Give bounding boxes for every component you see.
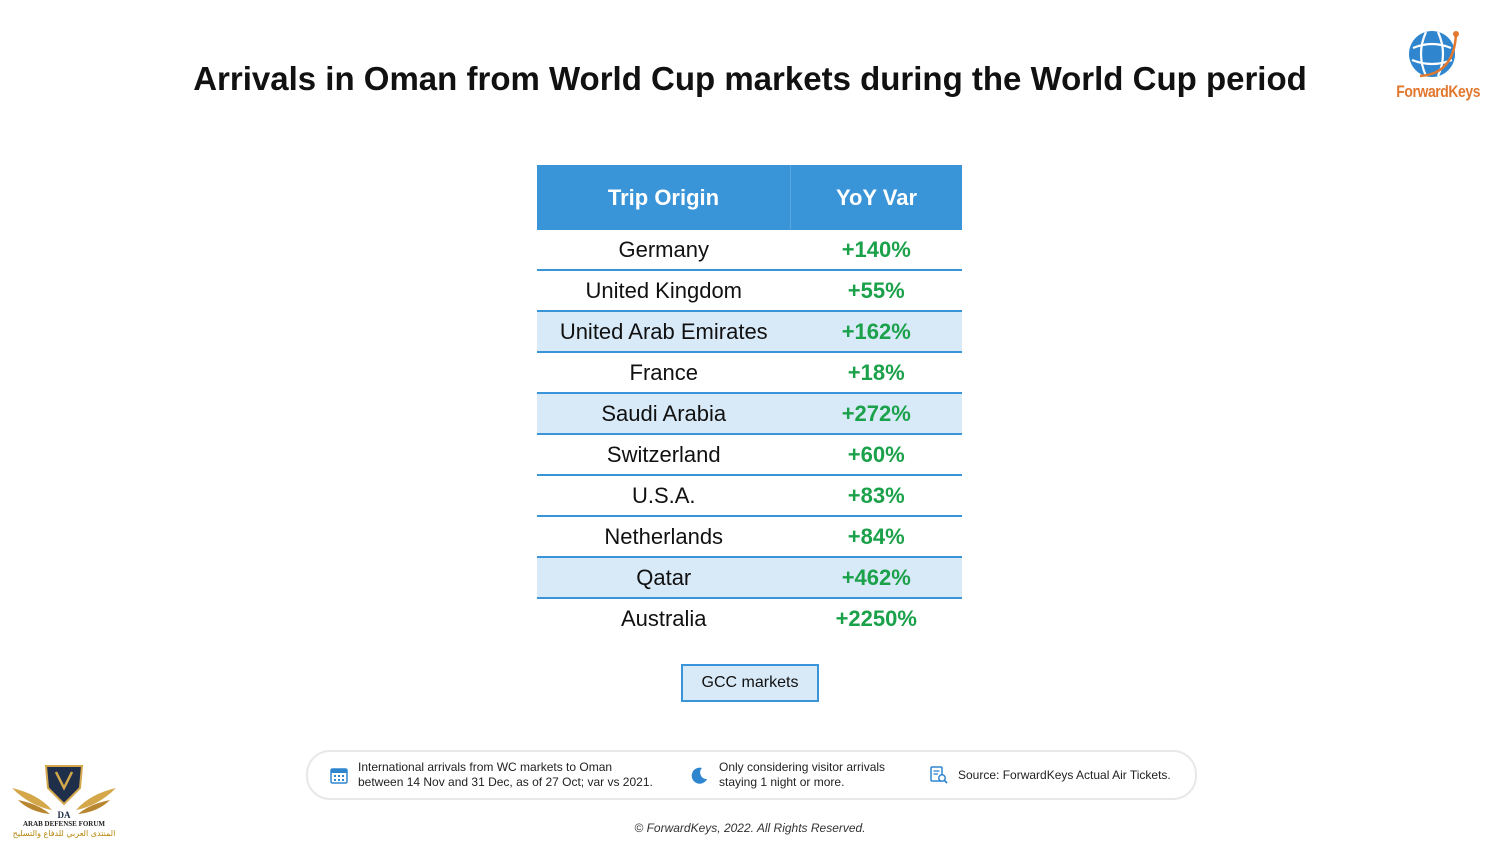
emblem-icon: DA bbox=[12, 765, 116, 820]
column-header-yoy: YoY Var bbox=[790, 165, 962, 230]
origin-cell: Netherlands bbox=[537, 516, 791, 558]
yoy-cell: +55% bbox=[790, 270, 962, 312]
note-source: Source: ForwardKeys Actual Air Tickets. bbox=[930, 752, 1171, 798]
origin-cell: United Arab Emirates bbox=[537, 311, 791, 353]
origin-cell: Qatar bbox=[537, 557, 791, 599]
table-row: United Arab Emirates +162% bbox=[537, 311, 962, 353]
yoy-cell: +2250% bbox=[835, 605, 917, 631]
table-row: Saudi Arabia +272% bbox=[537, 393, 962, 435]
column-header-origin: Trip Origin bbox=[537, 165, 791, 230]
origin-cell: U.S.A. bbox=[537, 475, 791, 517]
footer-notes: International arrivals from WC markets t… bbox=[306, 750, 1197, 800]
emblem-monogram: DA bbox=[58, 810, 71, 820]
note-stay: Only considering visitor arrivals stayin… bbox=[691, 752, 885, 798]
globe-icon bbox=[1409, 31, 1459, 78]
origin-cell: Germany bbox=[537, 230, 791, 271]
table-row: Qatar +462% bbox=[537, 557, 962, 599]
yoy-cell: +272% bbox=[790, 393, 962, 435]
note-source-text: Source: ForwardKeys Actual Air Tickets. bbox=[958, 767, 1171, 782]
yoy-cell: +140% bbox=[790, 230, 962, 271]
gcc-legend: GCC markets bbox=[681, 664, 819, 702]
note-stay-line2: staying 1 night or more. bbox=[719, 775, 845, 789]
watermark-title: ARAB DEFENSE FORUM bbox=[22, 820, 106, 828]
arrivals-table: Trip Origin YoY Var Germany +140% United K… bbox=[537, 165, 962, 638]
brand-name: ForwardKeys bbox=[1396, 82, 1481, 101]
table-row: Australia +2250% bbox=[537, 598, 962, 638]
origin-cell: Saudi Arabia bbox=[537, 393, 791, 435]
note-period-line1: International arrivals from WC markets t… bbox=[358, 760, 613, 774]
origin-cell: France bbox=[537, 352, 791, 394]
yoy-cell: +84% bbox=[790, 516, 962, 558]
yoy-cell: +18% bbox=[790, 352, 962, 394]
document-search-icon bbox=[930, 766, 948, 784]
watermark-logo: DA ARAB DEFENSE FORUM المنتدى العربي للد… bbox=[8, 758, 120, 842]
table-row: United Kingdom +55% bbox=[537, 270, 962, 312]
copyright: © ForwardKeys, 2022. All Rights Reserved… bbox=[634, 821, 866, 835]
yoy-cell: +83% bbox=[790, 475, 962, 517]
table-row: Germany +140% bbox=[537, 230, 962, 271]
table-row: Switzerland +60% bbox=[537, 434, 962, 476]
note-period-line2: between 14 Nov and 31 Dec, as of 27 Oct;… bbox=[358, 775, 653, 789]
origin-cell: United Kingdom bbox=[537, 270, 791, 312]
calendar-icon bbox=[330, 768, 348, 784]
forwardkeys-logo: ForwardKeys bbox=[1388, 26, 1480, 108]
note-period: International arrivals from WC markets t… bbox=[330, 752, 653, 798]
yoy-cell: +162% bbox=[790, 311, 962, 353]
yoy-cell: +462% bbox=[790, 557, 962, 599]
watermark-subtitle: المنتدى العربي للدفاع والتسليح bbox=[12, 829, 116, 838]
yoy-cell: +60% bbox=[790, 434, 962, 476]
origin-cell: Australia bbox=[620, 605, 707, 631]
moon-icon bbox=[691, 767, 707, 784]
origin-cell: Switzerland bbox=[537, 434, 791, 476]
table-header-row: Trip Origin YoY Var bbox=[537, 165, 962, 230]
page-title: Arrivals in Oman from World Cup markets … bbox=[193, 60, 1307, 97]
note-stay-line1: Only considering visitor arrivals bbox=[719, 760, 886, 774]
table-row: U.S.A. +83% bbox=[537, 475, 962, 517]
table-row: Netherlands +84% bbox=[537, 516, 962, 558]
table-row: France +18% bbox=[537, 352, 962, 394]
